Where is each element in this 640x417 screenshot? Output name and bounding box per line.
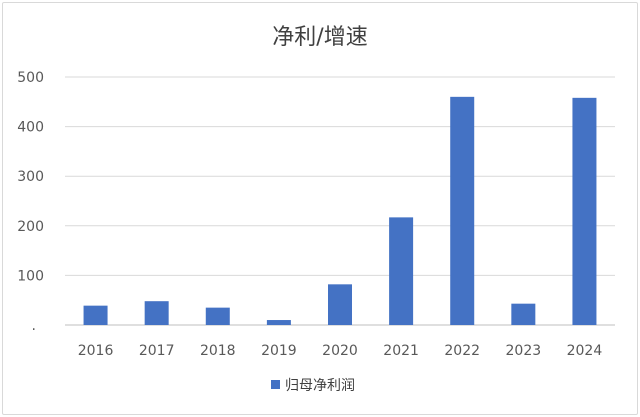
bar-2017 bbox=[144, 301, 169, 325]
bar-2020 bbox=[328, 284, 352, 325]
x-tick-label: 2018 bbox=[200, 343, 236, 359]
bar-2021 bbox=[389, 217, 414, 325]
x-tick-label: 2024 bbox=[567, 343, 603, 359]
chart-title: 净利/增速 bbox=[272, 25, 367, 50]
legend: 归母净利润 bbox=[271, 377, 355, 394]
bar-2016 bbox=[83, 305, 108, 325]
bar-2023 bbox=[511, 303, 536, 325]
y-tick-label: 400 bbox=[17, 120, 44, 136]
x-tick-label: 2021 bbox=[383, 343, 419, 359]
x-tick-label: 2017 bbox=[139, 343, 175, 359]
bar-2024 bbox=[572, 97, 597, 325]
x-tick-label: 2016 bbox=[78, 343, 114, 359]
y-tick-label: 100 bbox=[17, 268, 44, 284]
x-tick-label: 2019 bbox=[261, 343, 297, 359]
y-tick-label: 200 bbox=[17, 219, 44, 235]
x-tick-label: 2023 bbox=[506, 343, 542, 359]
bar-2018 bbox=[205, 307, 230, 325]
x-tick-label: 2022 bbox=[444, 343, 480, 359]
bars bbox=[83, 96, 597, 325]
legend-swatch bbox=[271, 380, 280, 389]
y-tick-label: 300 bbox=[17, 169, 44, 185]
y-tick-label: 500 bbox=[17, 70, 44, 86]
x-axis-ticks: 2016 2017 2018 2019 2020 2021 2022 2023 2024 bbox=[78, 343, 603, 359]
y-axis-ticks: . 100 200 300 400 500 bbox=[17, 70, 44, 334]
y-tick-label: . bbox=[32, 318, 36, 334]
bar-2022 bbox=[450, 96, 475, 325]
legend-label: 归母净利润 bbox=[285, 377, 355, 394]
x-tick-label: 2020 bbox=[322, 343, 358, 359]
bar-2019 bbox=[266, 320, 291, 325]
